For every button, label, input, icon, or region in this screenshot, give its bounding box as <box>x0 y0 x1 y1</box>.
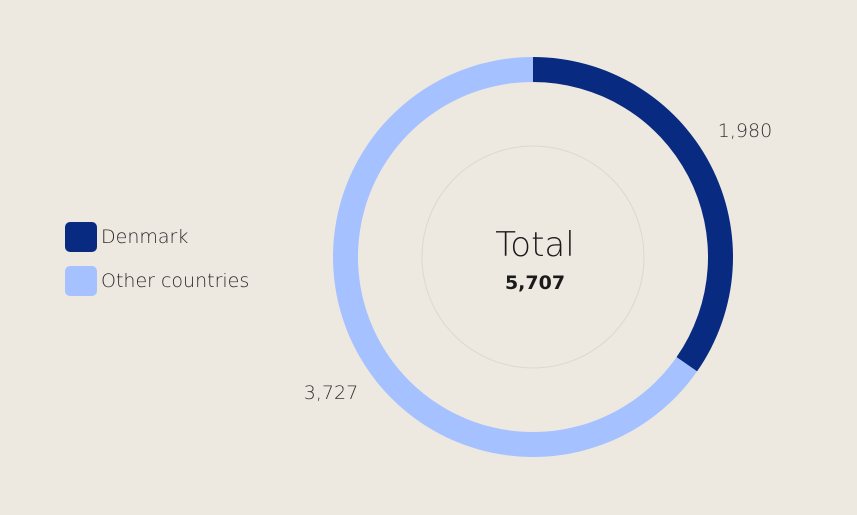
data-label-denmark: 1,980 <box>718 120 772 142</box>
center-value: 5,707 <box>505 272 565 294</box>
legend: Denmark Other countries <box>65 221 249 309</box>
legend-label: Other countries <box>101 270 250 292</box>
center-title: Total <box>495 225 574 265</box>
legend-item-other-countries[interactable]: Other countries <box>65 265 249 297</box>
legend-swatch-denmark <box>65 222 97 252</box>
slice-denmark[interactable] <box>533 57 733 372</box>
inner-guide-circle <box>421 145 645 369</box>
legend-item-denmark[interactable]: Denmark <box>65 221 249 253</box>
data-label-other-countries: 3,727 <box>304 382 358 404</box>
legend-label: Denmark <box>101 226 189 248</box>
legend-swatch-other-countries <box>65 266 97 296</box>
